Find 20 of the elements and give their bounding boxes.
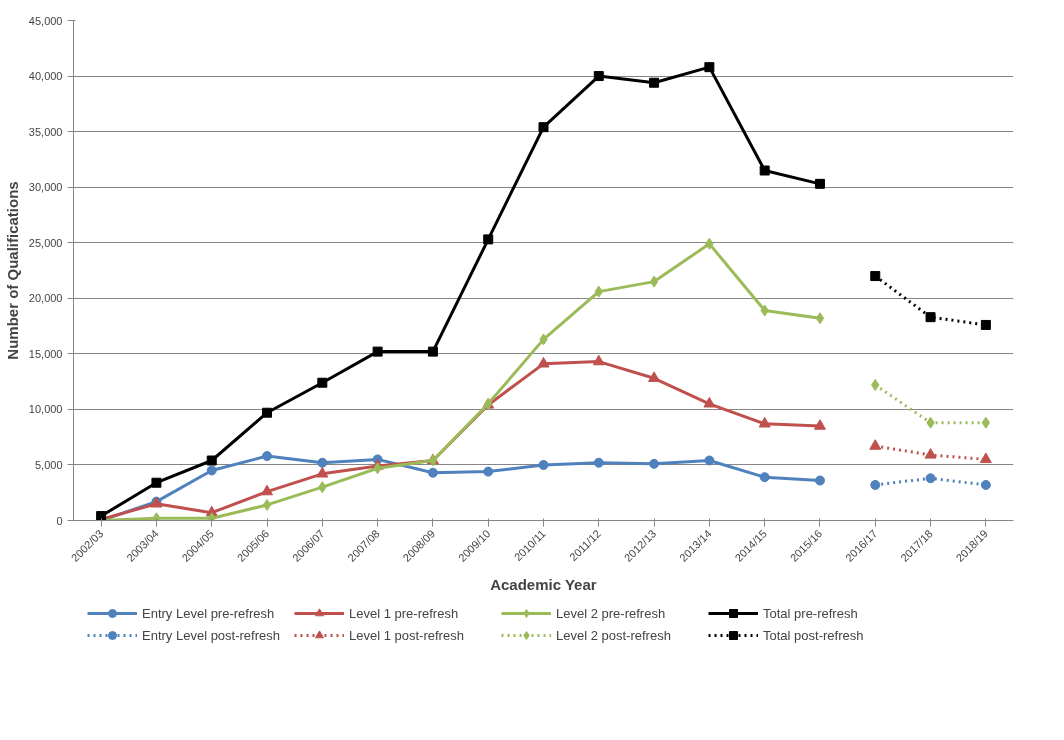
y-tick-label: 35,000 xyxy=(28,125,63,138)
legend-label: Level 1 post-refresh xyxy=(349,627,465,643)
y-tick-label: 0 xyxy=(56,514,63,527)
y-tick-label: 30,000 xyxy=(28,181,63,194)
y-tick-label: 15,000 xyxy=(28,347,63,360)
y-tick-label: 25,000 xyxy=(28,236,63,249)
y-tick-label: 45,000 xyxy=(28,14,63,27)
y-tick-label: 40,000 xyxy=(28,70,63,83)
y-tick-label: 5,000 xyxy=(34,458,63,471)
legend-label: Level 2 pre-refresh xyxy=(556,605,667,621)
x-axis-title: Academic Year xyxy=(490,576,597,594)
y-axis-title: Number of Qualifications xyxy=(3,181,21,360)
legend-label: Level 2 post-refresh xyxy=(556,627,672,643)
legend-label: Total post-refresh xyxy=(763,627,865,643)
legend-label: Entry Level post-refresh xyxy=(142,627,281,643)
legend-label: Entry Level pre-refresh xyxy=(142,605,276,621)
y-tick-label: 20,000 xyxy=(28,292,63,305)
y-tick-label: 10,000 xyxy=(28,403,63,416)
legend-label: Total pre-refresh xyxy=(763,605,859,621)
legend-label: Level 1 pre-refresh xyxy=(349,605,460,621)
